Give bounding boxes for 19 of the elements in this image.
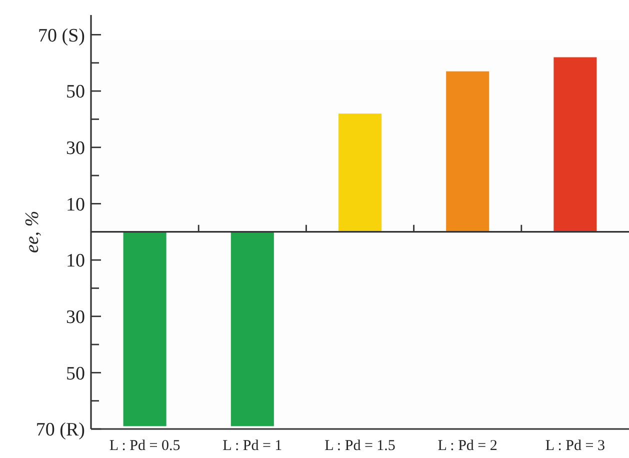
- x-tick-label: L : Pd = 1: [222, 438, 282, 454]
- bar: [230, 232, 274, 426]
- y-tick-label: 10: [66, 194, 85, 216]
- y-tick-label: 10: [66, 250, 85, 272]
- x-tick-label: L : Pd = 2: [438, 438, 498, 454]
- x-tick-label: L : Pd = 0.5: [109, 438, 180, 454]
- y-tick-label: 70 (R): [36, 420, 85, 441]
- y-axis-title: ee, %: [22, 210, 43, 253]
- y-tick-label: 30: [66, 138, 85, 160]
- bar: [123, 232, 166, 426]
- y-tick-label: 30: [66, 306, 85, 328]
- y-tick-label: 50: [66, 363, 85, 384]
- y-tick-label: 70 (S): [38, 25, 85, 46]
- y-tick-label: 50: [66, 82, 85, 103]
- bar: [338, 114, 382, 232]
- bar: [446, 71, 490, 232]
- x-tick-label: L : Pd = 1.5: [324, 438, 396, 454]
- x-tick-label: L : Pd = 3: [545, 438, 605, 454]
- bar: [554, 57, 597, 232]
